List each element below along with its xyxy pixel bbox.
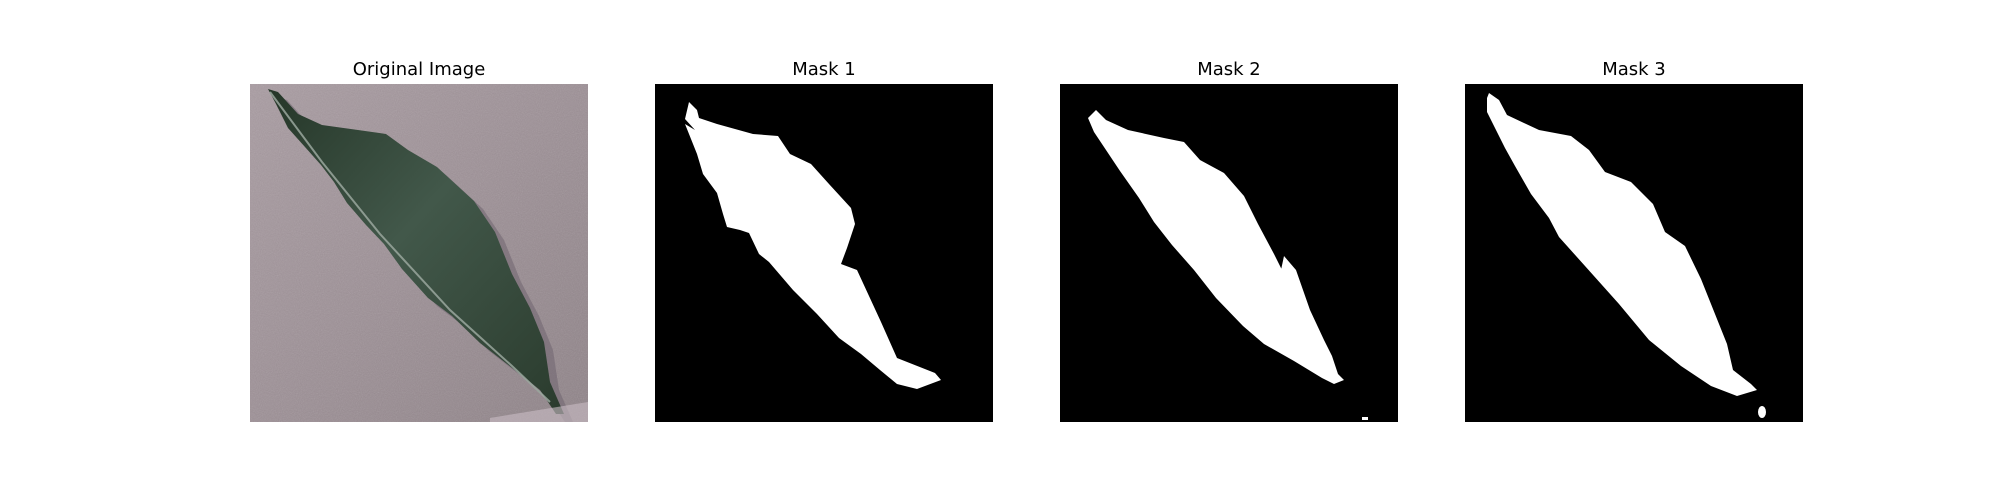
mask-1-title: Mask 1 (792, 59, 856, 80)
mask-2-panel: Mask 2 (1060, 0, 1398, 430)
original-image-panel: Original Image (250, 0, 588, 430)
mask-2-image (1060, 84, 1398, 422)
mask-3-title: Mask 3 (1602, 59, 1666, 80)
original-leaf-photo (250, 84, 588, 422)
mask-1-panel: Mask 1 (655, 0, 993, 430)
mask-1-image (655, 84, 993, 422)
mask-2-title: Mask 2 (1197, 59, 1261, 80)
original-image-title: Original Image (352, 59, 486, 80)
mask-3-panel: Mask 3 (1465, 0, 1803, 430)
mask-3-image (1465, 84, 1803, 422)
